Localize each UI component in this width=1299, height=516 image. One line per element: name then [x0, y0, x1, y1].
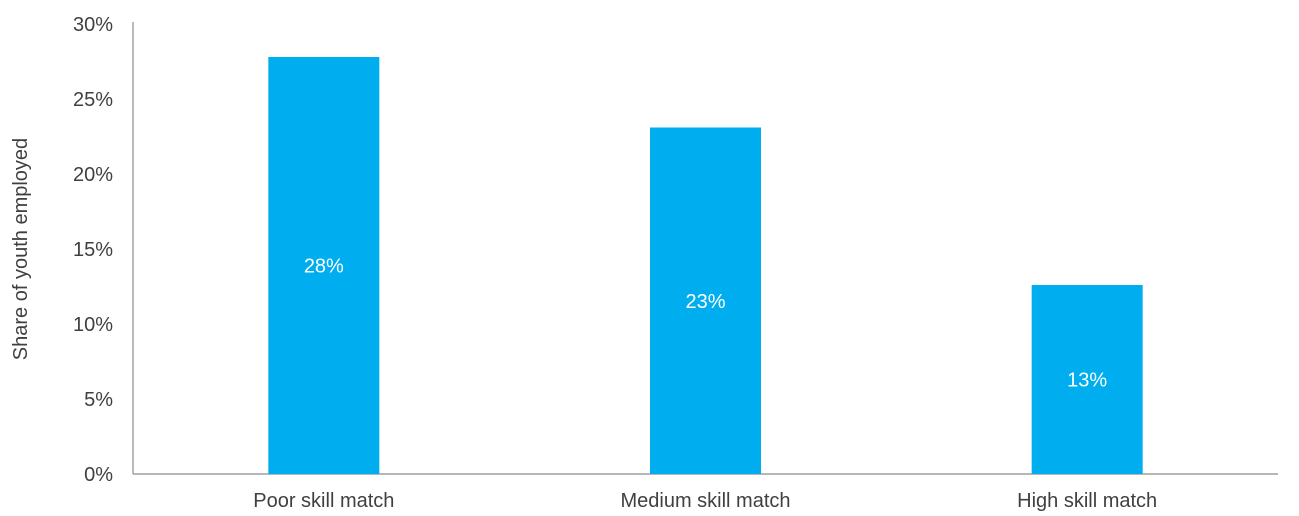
bar	[1031, 285, 1143, 474]
bar	[650, 127, 761, 474]
y-tick-label: 0%	[84, 464, 113, 486]
x-category-label: Medium skill match	[620, 490, 790, 512]
x-category-label: Poor skill match	[253, 490, 394, 512]
x-axis-categories: Poor skill match Medium skill match High s…	[253, 490, 1157, 512]
y-tick-label: 20%	[73, 164, 113, 186]
y-axis-title: Share of youth employed	[10, 138, 32, 360]
bar-data-label: 23%	[685, 291, 725, 313]
bar	[268, 57, 380, 474]
y-tick-label: 10%	[73, 314, 113, 336]
bar-data-label: 28%	[304, 256, 344, 278]
bar-data-label: 13%	[1067, 370, 1107, 392]
y-tick-label: 30%	[73, 14, 113, 36]
y-axis-ticks: 0% 5% 10% 15% 20% 25% 30%	[73, 14, 113, 486]
y-tick-label: 15%	[73, 239, 113, 261]
x-category-label: High skill match	[1017, 490, 1157, 512]
y-tick-label: 5%	[84, 389, 113, 411]
y-tick-label: 25%	[73, 89, 113, 111]
bars: 28% 23% 13%	[268, 57, 1143, 474]
